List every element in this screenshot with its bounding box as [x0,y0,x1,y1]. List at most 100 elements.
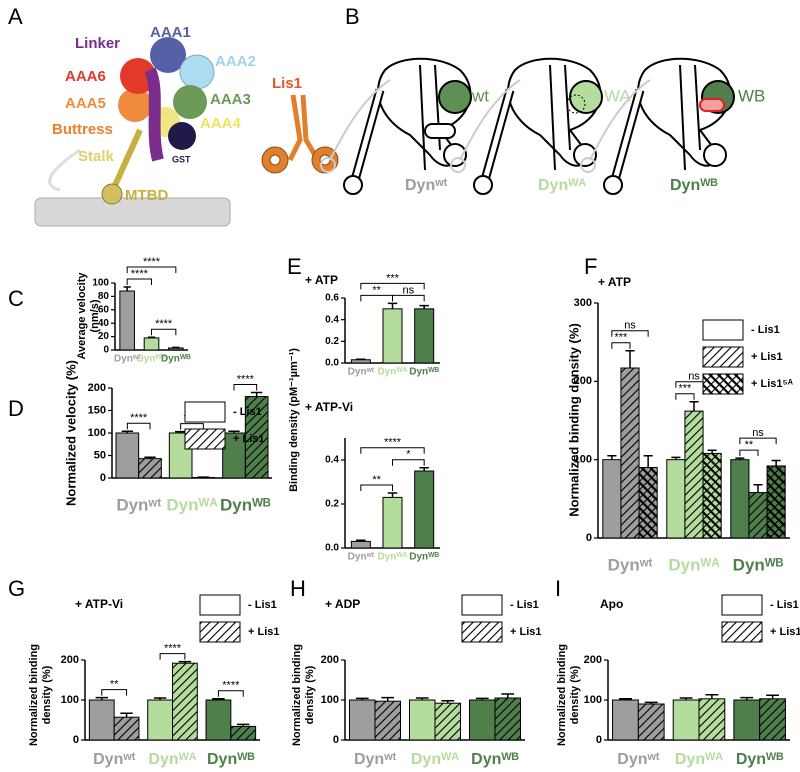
significance-bracket [360,282,425,290]
subtitle: + ATP [305,273,338,287]
error-bar [618,698,632,700]
bar [684,410,704,539]
label: Buttress [52,121,113,138]
panel-letter: F [584,254,597,279]
panel-letter: H [290,576,306,601]
stalk [109,128,143,194]
bar [350,540,371,549]
bar [409,699,436,741]
chart: G + ATP-Vi Normalized binding density (%) 0 1… [8,576,280,768]
y-tick-label: 100 [92,278,109,289]
y-tick-label: 100 [88,427,106,439]
legend-label: + Lis1⁵ᴬ [751,378,794,390]
x-tick-label: Dynᵂᴮ [409,552,439,563]
y-axis-label: Normalized velocity (%) [63,360,78,506]
label: AAA1 [150,24,191,41]
error-bar [753,483,763,493]
error-bar [644,701,658,704]
label: Stalk [78,148,115,165]
bar [469,699,496,741]
mtbd [101,183,123,205]
error-bar [228,430,240,433]
label: wt [471,86,489,105]
chart: E+ ATP Binding density (pM⁻¹µm⁻¹) 0.0 0.2 0.… [287,254,440,492]
legend-swatch [184,428,226,450]
legend-swatch [721,621,763,643]
x-tick-label: Dynʷᵗ [93,751,136,768]
y-tick-label: 20 [98,331,110,342]
error-bar [153,697,167,700]
y-tick-label: 200 [574,375,592,387]
microtubule [34,197,231,227]
error-bar [172,346,180,349]
y-tick-label: 150 [88,404,106,416]
label: Lis1 [272,75,302,92]
motor-domain [699,98,725,112]
y-axis-label: Normalized binding [291,644,303,746]
significance-label: **** [155,318,173,330]
bar [702,452,722,539]
significance-label: *** [679,383,693,395]
error-bar [475,697,489,700]
y-axis-label: Normalized binding [556,644,568,746]
error-bar [356,539,366,542]
y-tick-label: 100 [574,454,592,466]
label: AAA6 [65,68,106,85]
significance-label: **** [143,256,161,268]
y-axis-label: Normalized binding density (%) [566,323,581,517]
legend-label: - Lis1 [248,599,277,611]
chart: F+ ATP Normalized binding density (%) 0 100… [566,254,793,575]
y-tick-label: 0.2 [325,336,339,347]
motor-domain [424,123,456,139]
x-tick-label: Dynᵂᴬ [166,495,217,514]
y-tick-label: 0.2 [325,499,339,510]
gst [168,122,196,150]
significance-label: ns [688,371,700,383]
significance-label: **** [237,373,255,385]
error-bar [387,302,398,309]
bar [147,699,173,741]
bar [143,337,160,351]
y-tick-label: 50 [94,449,106,461]
y-tick-label: 0 [73,734,79,746]
chart: H + ADP Normalized binding density (%) 0 100 2… [290,576,542,768]
significance-label: **** [131,268,149,280]
bar [374,700,401,741]
motor-domain [566,94,586,114]
error-bar [689,400,699,412]
y-tick-label: 200 [321,654,339,666]
bar [620,367,640,539]
x-tick-label: Dynʷᵗ [608,555,653,574]
y-tick-label: 0.4 [325,455,339,466]
error-bar [175,430,187,433]
bar [115,432,140,479]
significance-bracket [392,294,425,302]
significance-label: **** [130,412,148,424]
x-tick-label: Dynᵂᴮ [207,751,255,768]
x-tick-label: Dynᵂᴬ [411,751,459,768]
bar [698,698,726,741]
error-bar [381,696,395,702]
subtitle: + ADP [325,597,360,611]
chart: C Average velocity (nm/s) 0 20 40 60 80 100 Dynʷᵗ… [8,256,191,365]
bar [168,347,184,351]
legend-swatch [461,594,503,616]
bar [230,725,257,741]
bar [733,699,761,741]
significance-label: ** [110,679,119,691]
legend-swatch [702,346,744,368]
error-bar [625,350,635,369]
significance-label: ** [745,439,754,451]
label: AAA2 [215,53,256,70]
x-tick-label: Dynᵂᴬ [668,555,719,574]
error-bar [671,456,681,460]
error-bar [643,455,653,468]
bar [637,703,665,741]
error-bar [740,696,754,700]
y-tick-label: 0.4 [325,314,339,325]
significance-label: ** [372,474,381,486]
legend-label: + Lis1 [751,351,783,363]
bar [494,697,521,741]
significance-bracket [233,384,258,391]
legend-label: - Lis1 [770,599,799,611]
